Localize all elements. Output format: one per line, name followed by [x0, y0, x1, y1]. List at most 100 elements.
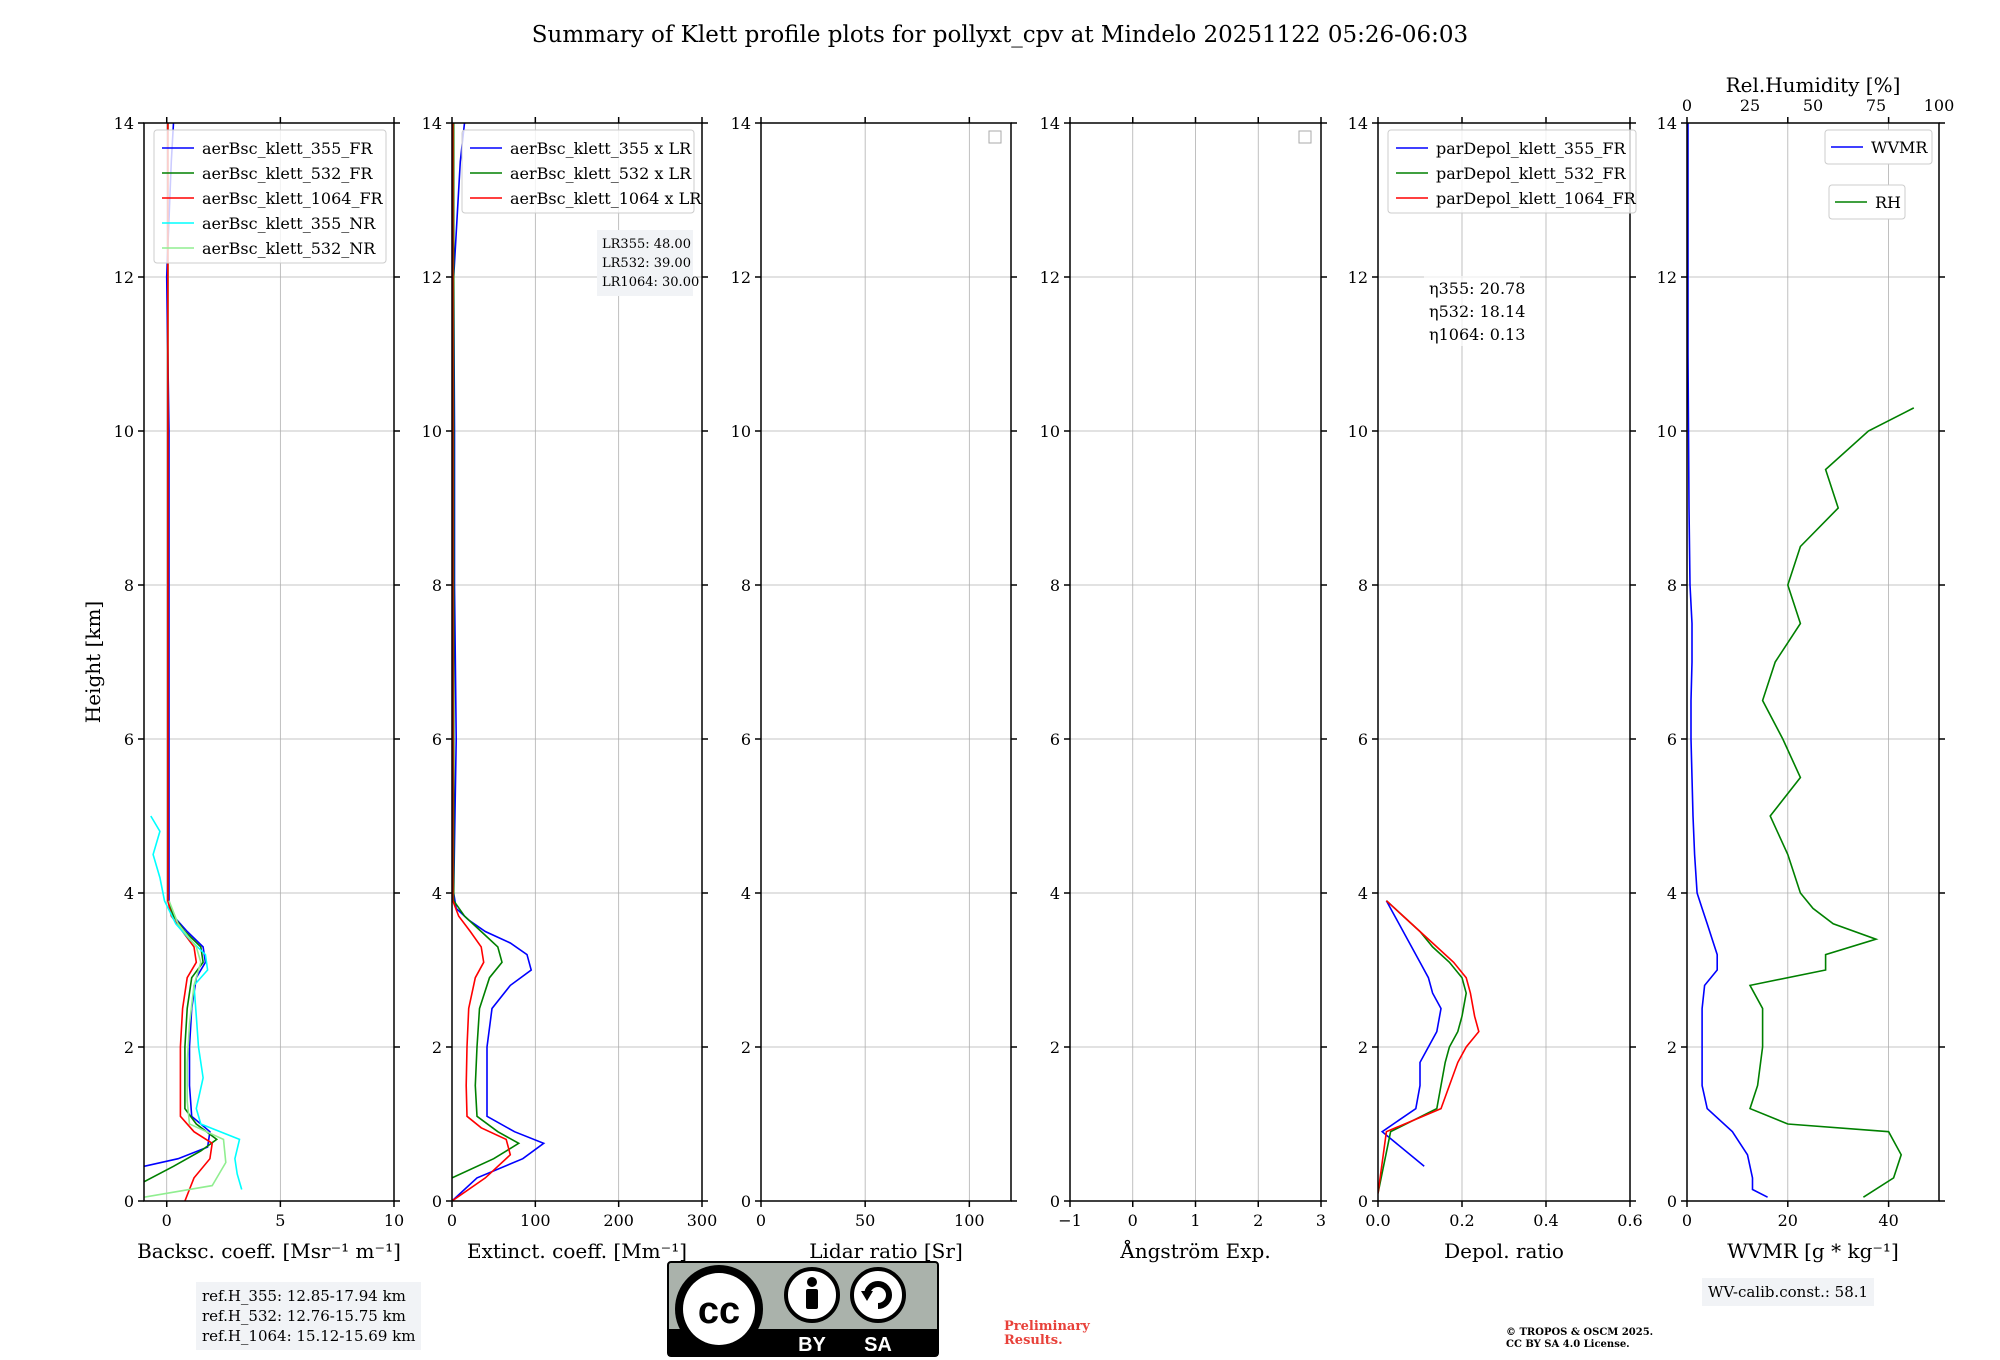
top-x-tick-label: 100	[1924, 96, 1955, 115]
ref-height-box: ref.H_355: 12.85-17.94 km ref.H_532: 12.…	[196, 1282, 422, 1350]
y-tick-label: 14	[422, 114, 442, 133]
axes-frame	[143, 122, 395, 1202]
series-aerBsc_klett_532 x LR	[452, 123, 521, 1179]
y-tick-label: 6	[432, 730, 442, 749]
y-tick-label: 14	[1348, 114, 1368, 133]
lr-text: LR1064: 30.00	[602, 275, 699, 290]
legend-box	[1824, 129, 1933, 165]
y-tick-label: 2	[1050, 1038, 1060, 1057]
x-tick-label: 20	[1778, 1211, 1798, 1230]
series-aerBsc_klett_532_NR	[144, 900, 227, 1198]
x-tick-label: 2	[1253, 1211, 1263, 1230]
wv-calib-text: WV-calib.const.: 58.1	[1708, 1283, 1869, 1301]
x-tick-label: 3	[1316, 1211, 1326, 1230]
y-tick-label: 6	[1667, 730, 1677, 749]
legend-label: WVMR	[1871, 138, 1928, 157]
panel-3: 0 2 4 6 8 10 12 14 0 50 100 Lidar ratio [Sr]	[731, 114, 1017, 1263]
cc-icon	[683, 1273, 755, 1345]
legend-label: aerBsc_klett_1064 x LR	[510, 189, 702, 208]
series-aerBsc_klett_532_FR	[144, 123, 219, 1183]
series-RH	[1748, 407, 1915, 1198]
y-tick-label: 14	[1657, 114, 1677, 133]
panel-6: 0 2 4 6 8 10 12 14 0 20 40 WVMR [g * kg⁻¹] WVMR RH 0 25…	[1657, 73, 1955, 1263]
y-tick-label: 8	[741, 576, 751, 595]
y-tick-label: 2	[741, 1038, 751, 1057]
cc-sa-label: SA	[864, 1334, 892, 1356]
x-tick-label: 0	[447, 1211, 457, 1230]
y-tick-label: 0	[124, 1192, 134, 1211]
y-tick-label: 12	[1657, 268, 1677, 287]
axes-frame	[1686, 122, 1940, 1202]
y-tick-label: 4	[1667, 884, 1677, 903]
x-axis-label: Depol. ratio	[1444, 1239, 1564, 1263]
y-tick-label: 6	[124, 730, 134, 749]
eta-box	[1424, 276, 1520, 346]
series-aerBsc_klett_355 x LR	[452, 123, 546, 1201]
x-tick-label: 0	[162, 1211, 172, 1230]
y-tick-label: 10	[731, 422, 751, 441]
x-axis-label: Ångström Exp.	[1119, 1238, 1270, 1263]
x-tick-label: 0	[756, 1211, 766, 1230]
y-tick-label: 6	[1050, 730, 1060, 749]
y-tick-label: 4	[1050, 884, 1060, 903]
x-axis-label: Extinct. coeff. [Mm⁻¹]	[467, 1239, 687, 1263]
y-tick-label: 2	[1358, 1038, 1368, 1057]
copyright-note: © TROPOS & OSCM 2025. CC BY SA 4.0 Licen…	[1506, 1327, 1653, 1351]
y-tick-label: 12	[1348, 268, 1368, 287]
series-aerBsc_klett_1064_FR	[167, 123, 214, 1201]
x-tick-label: 0.4	[1533, 1211, 1558, 1230]
y-tick-label: 10	[114, 422, 134, 441]
x-axis-label: WVMR [g * kg⁻¹]	[1727, 1239, 1899, 1263]
eta-text: η355: 20.78	[1429, 279, 1525, 298]
x-tick-label: 0	[1682, 1211, 1692, 1230]
series-parDepol_klett_532_FR	[1378, 900, 1468, 1194]
y-tick-label: 2	[432, 1038, 442, 1057]
y-tick-label: 6	[741, 730, 751, 749]
top-x-tick-label: 25	[1740, 96, 1760, 115]
legend-label: aerBsc_klett_1064_FR	[202, 189, 384, 208]
y-tick-label: 0	[1358, 1192, 1368, 1211]
legend-label: aerBsc_klett_355_FR	[202, 139, 373, 158]
empty-legend-box	[1298, 130, 1312, 144]
series-aerBsc_klett_355_FR	[144, 123, 211, 1168]
cc-license-badge: cc BY SA	[667, 1261, 939, 1357]
x-tick-label: 200	[603, 1211, 634, 1230]
y-tick-label: 0	[1667, 1192, 1677, 1211]
series-aerBsc_klett_1064 x LR	[452, 123, 512, 1201]
copyright-line-2: CC BY SA 4.0 License.	[1506, 1339, 1630, 1350]
series-parDepol_klett_355_FR	[1380, 900, 1442, 1167]
y-tick-label: 10	[1040, 422, 1060, 441]
y-tick-label: 4	[432, 884, 442, 903]
ref-height-355: ref.H_355: 12.85-17.94 km	[202, 1287, 406, 1305]
series-parDepol_klett_1064_FR	[1378, 900, 1480, 1194]
lr-text: LR355: 48.00	[602, 237, 691, 252]
axes-frame	[760, 122, 1012, 1202]
preliminary-line-2: Results.	[1004, 1333, 1063, 1348]
series-WVMR	[1687, 123, 1768, 1198]
legend-box	[1387, 129, 1637, 214]
lr-box	[597, 230, 693, 296]
y-tick-label: 12	[731, 268, 751, 287]
y-tick-label: 8	[1358, 576, 1368, 595]
legend-box	[153, 129, 387, 264]
x-tick-label: 0.0	[1365, 1211, 1390, 1230]
ref-height-1064: ref.H_1064: 15.12-15.69 km	[202, 1327, 416, 1345]
y-tick-label: 8	[1667, 576, 1677, 595]
eta-text: η532: 18.14	[1429, 302, 1525, 321]
copyright-line-1: © TROPOS & OSCM 2025.	[1506, 1327, 1654, 1338]
x-axis-label: Lidar ratio [Sr]	[809, 1239, 963, 1263]
y-tick-label: 4	[741, 884, 751, 903]
x-tick-label: 40	[1878, 1211, 1898, 1230]
y-tick-label: 4	[1358, 884, 1368, 903]
panel-1: 0 2 4 6 8 10 12 14 0 5 10 Backsc. coeff. [Msr⁻¹ m⁻¹…	[114, 114, 405, 1263]
preliminary-line-1: Preliminary	[1004, 1319, 1090, 1334]
legend-label: aerBsc_klett_355 x LR	[510, 139, 692, 158]
y-tick-label: 2	[1667, 1038, 1677, 1057]
empty-legend-box	[988, 130, 1002, 144]
lr-text: LR532: 39.00	[602, 256, 691, 271]
y-tick-label: 4	[124, 884, 134, 903]
legend-label: aerBsc_klett_355_NR	[202, 214, 376, 233]
y-tick-label: 10	[1348, 422, 1368, 441]
